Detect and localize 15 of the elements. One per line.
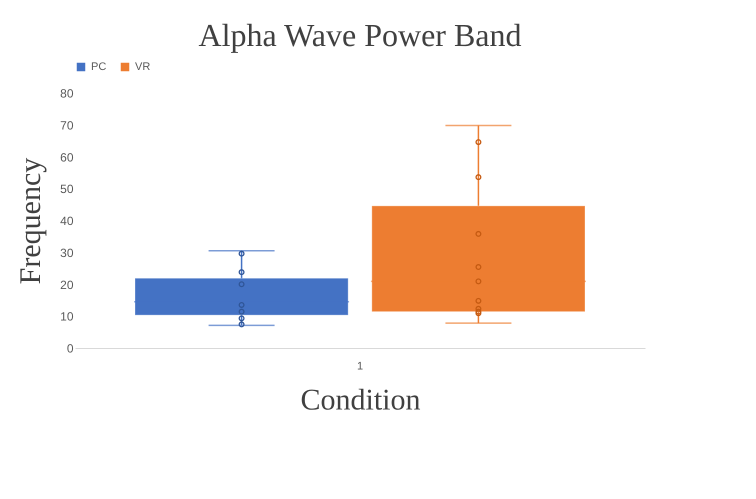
chart-title: Alpha Wave Power Band xyxy=(198,17,522,53)
x-tick-label: 1 xyxy=(356,360,364,372)
y-tick-label: 30 xyxy=(60,246,74,260)
y-tick-label: 20 xyxy=(60,278,74,292)
y-tick-label: 60 xyxy=(60,150,74,164)
legend-label: PC xyxy=(91,61,106,73)
y-tick-label: 70 xyxy=(60,118,74,132)
y-tick-label: 40 xyxy=(60,214,74,228)
y-tick-label: 0 xyxy=(66,342,74,356)
y-axis-title: Frequency xyxy=(14,158,48,284)
y-tick-label: 50 xyxy=(60,182,74,196)
y-tick-label: 80 xyxy=(60,86,74,100)
legend-label: VR xyxy=(135,61,150,73)
y-tick-label: 10 xyxy=(60,310,74,324)
x-axis-title: Condition xyxy=(300,384,421,416)
